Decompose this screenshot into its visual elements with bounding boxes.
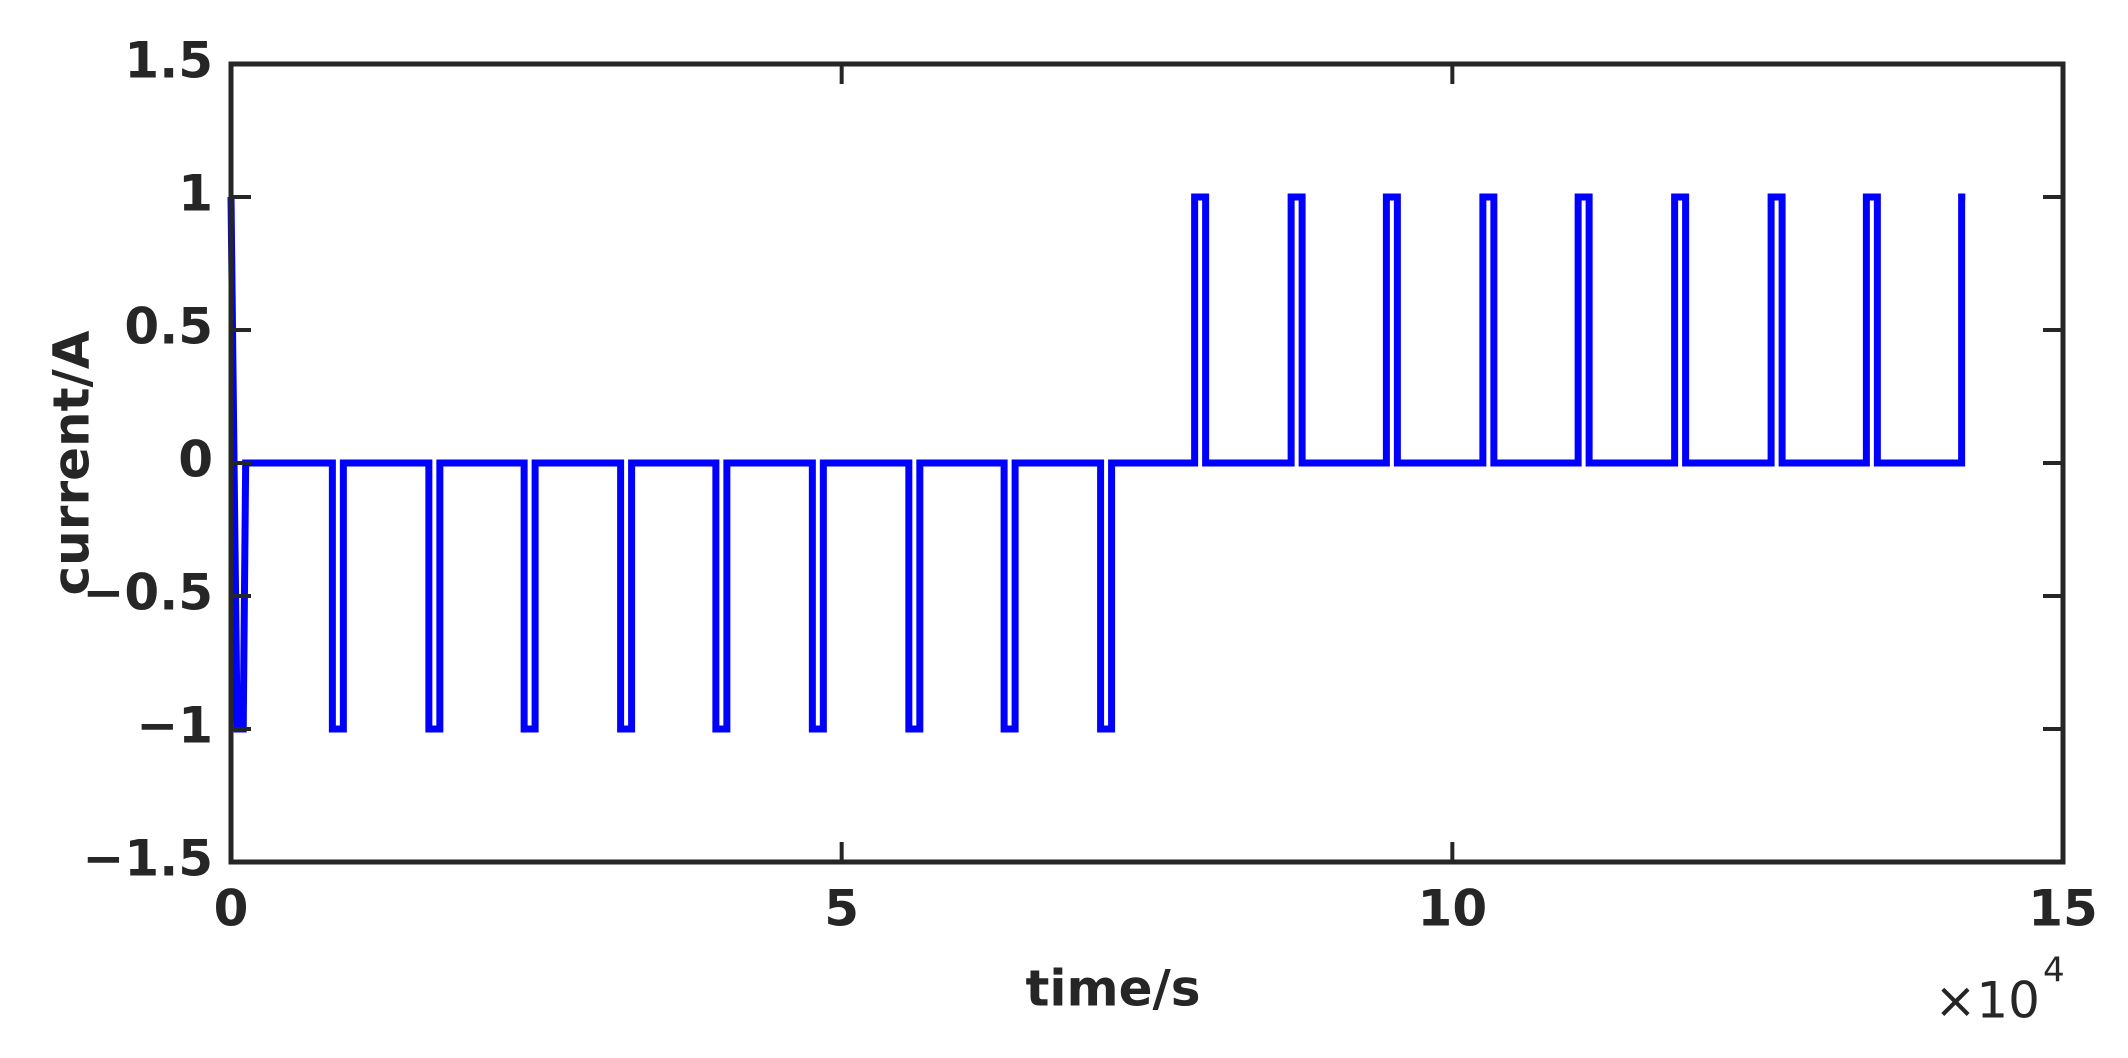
x-tick-label: 0	[214, 880, 249, 938]
y-tick-label: −0.5	[83, 564, 213, 622]
data-line	[227, 193, 1966, 733]
y-tick-label: 0.5	[124, 298, 213, 356]
y-tick-label: −1	[136, 697, 213, 755]
x-tick-label: 5	[824, 880, 859, 938]
y-tick-label: 1.5	[124, 32, 213, 90]
x-multiplier-exponent: 4	[2043, 951, 2065, 991]
x-tick-label: 10	[1418, 880, 1488, 938]
x-axis-label: time/s	[1025, 960, 1200, 1018]
x-multiplier: ×10	[1934, 972, 2040, 1030]
x-tick-label: 15	[2028, 880, 2098, 938]
y-tick-label: −1.5	[83, 830, 213, 888]
y-tick-label: 0	[178, 431, 213, 489]
y-axis-label: current/A	[43, 330, 101, 595]
y-tick-label: 1	[178, 165, 213, 223]
